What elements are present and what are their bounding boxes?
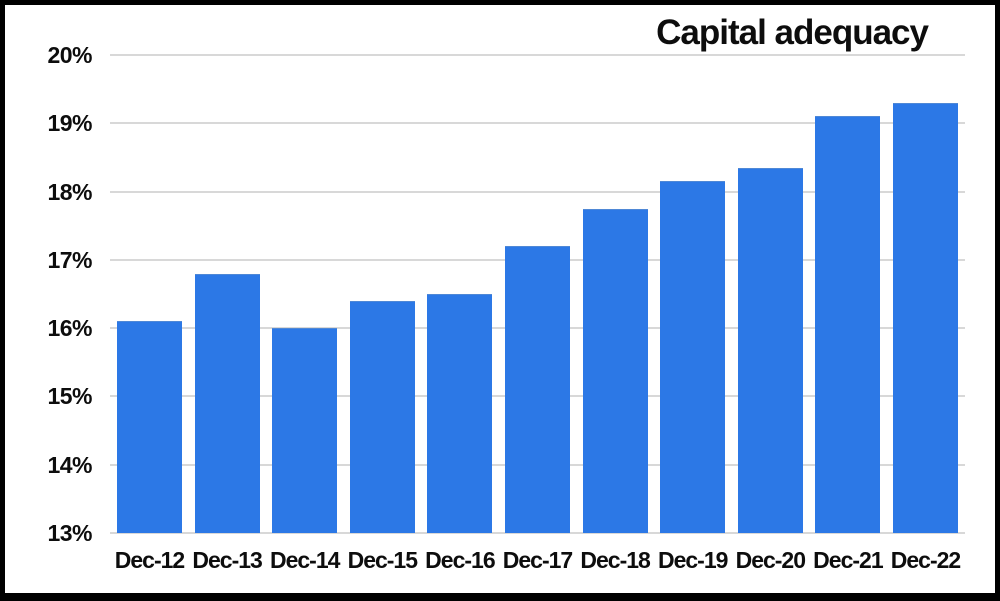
x-tick-label-dec-13: Dec-13 <box>192 547 262 573</box>
y-tick-label-20pct: 20% <box>47 42 92 68</box>
bar-dec-16 <box>427 294 493 533</box>
y-tick-label-14pct: 14% <box>47 451 92 478</box>
x-tick-label-dec-19: Dec-19 <box>657 547 728 573</box>
bar-dec-12 <box>117 321 182 533</box>
gridline-20pct <box>110 54 965 56</box>
bar-dec-18 <box>582 208 648 533</box>
y-tick-label-13pct: 13% <box>47 520 92 546</box>
bar-dec-19 <box>660 181 726 533</box>
x-tick-label-dec-16: Dec-16 <box>425 547 495 573</box>
bar-dec-15 <box>349 300 415 533</box>
y-tick-label-17pct: 17% <box>47 246 92 273</box>
gridline-19pct <box>110 122 965 125</box>
x-tick-label-dec-15: Dec-15 <box>347 547 418 573</box>
x-tick-label-dec-14: Dec-14 <box>269 547 340 573</box>
y-tick-label-16pct: 16% <box>47 315 92 342</box>
y-tick-label-19pct: 19% <box>47 110 92 137</box>
x-tick-label-dec-17: Dec-17 <box>502 547 573 573</box>
y-tick-label-15pct: 15% <box>47 383 92 410</box>
y-tick-label-18pct: 18% <box>47 178 92 205</box>
chart-title: Capital adequacy <box>656 13 929 52</box>
bar-dec-22 <box>893 102 958 533</box>
gridline-18pct <box>110 190 965 193</box>
bar-dec-14 <box>272 328 338 533</box>
x-tick-label-dec-12: Dec-12 <box>114 547 185 573</box>
x-tick-label-dec-21: Dec-21 <box>813 547 883 573</box>
bar-dec-17 <box>505 246 570 533</box>
bar-dec-20 <box>737 167 803 533</box>
x-tick-label-dec-22: Dec-22 <box>890 547 961 573</box>
x-tick-label-dec-18: Dec-18 <box>580 547 650 573</box>
bar-dec-21 <box>815 116 881 533</box>
x-tick-label-dec-20: Dec-20 <box>735 547 806 573</box>
gridline-13pct <box>110 532 965 534</box>
bar-dec-13 <box>194 273 260 533</box>
